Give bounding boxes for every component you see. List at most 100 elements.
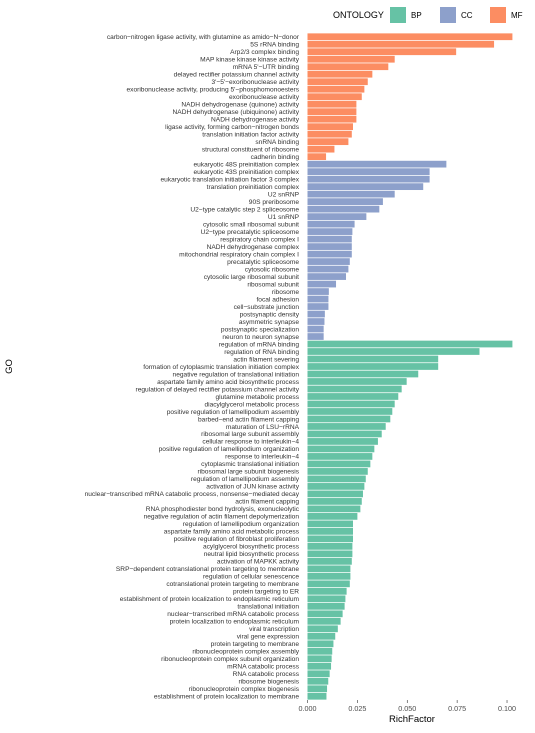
bar-bp [307,423,386,430]
y-tick-label: regulation of cellular senescence [203,574,299,581]
y-tick-label: cellular response to interleukin−4 [202,439,299,446]
y-tick-label: actin filament severing [233,356,299,363]
y-tick-label: eukaryotic 48S preinitiation complex [193,161,299,168]
y-tick-label: translation preinitiation complex [207,184,300,191]
bar-cc [307,273,347,280]
bar-bp [307,528,353,535]
y-tick-label: RNA phosphodiester bond hydrolysis, exon… [146,506,300,513]
bar-bp [307,535,353,543]
bar-cc [307,250,352,258]
y-tick-label: 5S rRNA binding [250,42,299,49]
y-tick-label: NADH dehydrogenase (ubiquinone) activity [173,109,300,116]
y-tick-label: ribonucleoprotein complex biogenesis [189,686,300,693]
y-tick-label: structural constituent of ribosome [202,146,299,153]
y-tick-label: ribosome biogenesis [239,679,300,686]
bar-bp [307,340,513,348]
bar-bp [307,647,333,655]
y-tick-label: U2−type precatalytic spliceosome [201,229,300,236]
bar-bp [307,602,345,610]
bar-bp [307,475,366,483]
y-tick-label: eukaryotic 43S preinitiation complex [193,169,299,176]
y-tick-label: positive regulation of lamellipodium org… [159,446,300,453]
bar-bp [307,542,353,550]
y-tick-label: viral gene expression [237,634,300,641]
y-tick-label: U1 snRNP [268,214,300,221]
legend-label-bp: BP [411,11,422,20]
bar-cc [307,168,430,176]
y-tick-label: negative regulation of actin filament de… [144,514,300,521]
bar-mf [307,33,513,41]
y-tick-labels: carbon−nitrogen ligase activity, with gl… [85,34,300,701]
bar-cc [307,213,367,220]
bar-bp [307,557,352,565]
y-tick-label: nuclear−transcribed mRNA catabolic proce… [85,491,300,498]
bar-bp [307,655,332,663]
y-tick-label: cadherin binding [251,154,300,161]
y-tick-label: eukaryotic translation initiation factor… [160,176,299,183]
y-tick-label: postsynaptic specialization [221,326,299,333]
bar-bp [307,565,351,573]
y-tick-label: cell−substrate junction [234,304,300,311]
bar-cc [307,310,325,318]
y-tick-label: SRP−dependent cotranslational protein ta… [116,566,299,573]
legend-swatch-bp [390,7,406,23]
bar-mf [307,85,365,93]
bar-cc [307,235,352,243]
y-tick-label: neuron to neuron synapse [222,334,299,341]
y-tick-label: cytosolic small ribosomal subunit [203,221,299,228]
y-tick-label: postsynaptic density [240,311,300,318]
bar-mf [307,48,457,56]
x-tick-label: 0.050 [398,704,416,713]
y-tick-label: 3'−5'−exoribonuclease activity [211,79,299,86]
y-tick-label: aspartate family amino acid metabolic pr… [164,529,300,536]
bar-bp [307,595,346,603]
y-tick-label: nuclear−transcribed mRNA catabolic proce… [167,611,299,618]
y-tick-label: ribonucleoprotein complex subunit organi… [161,656,299,663]
bar-bp [307,498,362,505]
y-tick-label: regulation of mRNA binding [219,341,300,348]
y-tick-label: cytosolic ribosome [245,266,300,273]
bar-mf [307,108,357,116]
bar-bp [307,408,393,415]
y-tick-label: cytosolic large ribosomal subunit [204,274,299,281]
bar-cc [307,228,353,235]
bar-cc [307,325,324,333]
bar-cc [307,183,424,191]
y-tick-label: NADH dehydrogenase (quinone) activity [181,101,299,108]
bar-bp [307,355,439,363]
bar-cc [307,288,329,295]
bar-bp [307,520,353,528]
legend: ONTOLOGY BP CC MF [333,7,523,23]
bar-bp [307,483,365,490]
bar-bp [307,550,353,558]
y-tick-label: NADH dehydrogenase complex [207,244,300,251]
y-tick-label: formation of cytoplasmic translation ini… [143,364,299,371]
bar-bp [307,348,480,355]
y-tick-label: activation of MAPKK activity [217,559,300,566]
x-axis-title: RichFactor [389,714,435,725]
y-tick-label: neutral lipid biosynthetic process [204,551,300,558]
y-tick-label: regulation of lamellipodium assembly [191,476,300,483]
bar-cc [307,258,350,265]
bar-bp [307,453,373,460]
y-tick-label: response to interleukin−4 [225,454,299,461]
bar-cc [307,198,383,205]
y-tick-label: 90S preribosome [249,199,300,206]
y-tick-label: protein localization to endoplasmic reti… [170,619,300,626]
y-tick-label: translational initiation [237,604,299,611]
y-tick-label: regulation of RNA binding [224,349,299,356]
x-tick-label: 0.025 [348,704,366,713]
y-tick-label: mitochondrial respiratory chain complex … [179,251,299,258]
bar-bp [307,670,330,678]
x-axis: 0.000 0.025 0.050 0.075 0.100 [299,700,516,713]
legend-label-mf: MF [511,11,523,20]
bar-mf [307,63,389,71]
y-tick-label: translation initiation factor activity [202,131,299,138]
y-tick-label: exoribonuclease activity, producing 5'−p… [127,87,300,94]
x-tick-label: 0.000 [299,704,317,713]
bar-bp [307,438,378,445]
bar-mf [307,78,368,86]
y-tick-label: protein targeting to ER [233,589,299,596]
y-tick-label: ribonucleoprotein complex assembly [192,649,299,656]
